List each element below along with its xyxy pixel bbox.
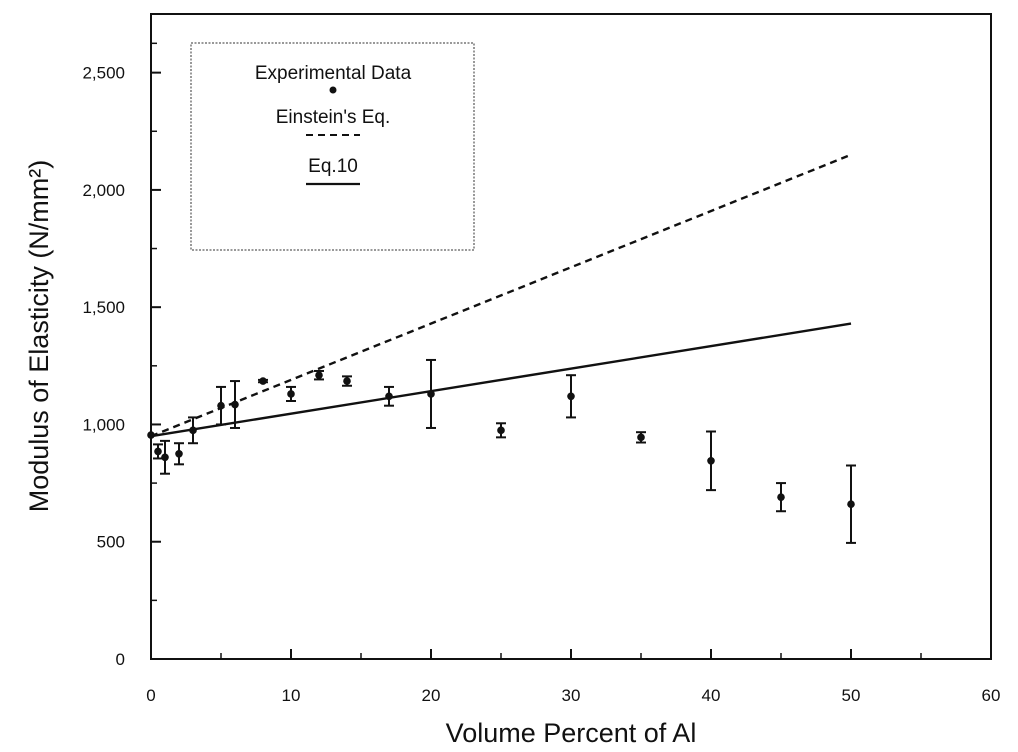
data-point bbox=[147, 431, 155, 439]
data-point bbox=[188, 416, 198, 445]
data-point bbox=[314, 369, 324, 381]
data-point bbox=[636, 431, 646, 444]
data-point bbox=[776, 482, 786, 513]
x-tick-label: 60 bbox=[982, 686, 1001, 705]
x-tick-label: 0 bbox=[146, 686, 155, 705]
point-marker bbox=[385, 392, 393, 401]
y-tick-label: 1,000 bbox=[82, 415, 125, 434]
y-axis-title: Modulus of Elasticity (N/mm²) bbox=[24, 160, 54, 513]
x-tick-label: 50 bbox=[842, 686, 861, 705]
eq10-line bbox=[150, 322, 852, 438]
data-point bbox=[384, 385, 394, 407]
data-point bbox=[230, 380, 240, 429]
point-marker bbox=[231, 400, 239, 409]
legend-label-eq10: Eq.10 bbox=[308, 156, 358, 177]
point-marker bbox=[707, 457, 715, 465]
point-marker bbox=[637, 433, 645, 442]
data-point bbox=[706, 430, 716, 492]
y-tick-label: 2,000 bbox=[82, 181, 125, 200]
data-point bbox=[566, 374, 576, 419]
point-marker bbox=[427, 390, 435, 398]
y-tick-label: 2,500 bbox=[82, 64, 125, 83]
einstein-eq-line bbox=[150, 153, 852, 438]
data-point bbox=[426, 358, 436, 429]
data-point bbox=[174, 442, 184, 466]
data-point bbox=[216, 385, 226, 426]
y-tick-label: 0 bbox=[116, 650, 125, 669]
data-point bbox=[153, 443, 163, 460]
x-tick-label: 30 bbox=[562, 686, 581, 705]
y-axis-ticks: 0 500 1,000 1,500 2,000 2,500 bbox=[82, 42, 161, 669]
data-points bbox=[147, 358, 856, 544]
point-marker bbox=[161, 453, 169, 462]
x-tick-label: 10 bbox=[282, 686, 301, 705]
y-tick-label: 500 bbox=[97, 533, 125, 552]
point-marker bbox=[847, 500, 855, 509]
point-marker bbox=[217, 401, 225, 410]
legend: Experimental Data Einstein's Eq. Eq.10 bbox=[190, 42, 475, 251]
x-tick-label: 20 bbox=[422, 686, 441, 705]
legend-box bbox=[190, 42, 475, 251]
point-marker bbox=[259, 377, 267, 385]
x-axis-title: Volume Percent of Al bbox=[446, 718, 697, 748]
point-marker bbox=[315, 371, 323, 380]
legend-label-experimental: Experimental Data bbox=[255, 63, 412, 84]
legend-marker-dot bbox=[329, 86, 337, 94]
point-marker bbox=[567, 392, 575, 401]
data-point bbox=[846, 464, 856, 544]
data-point bbox=[342, 375, 352, 387]
data-point bbox=[258, 377, 268, 385]
x-tick-label: 40 bbox=[702, 686, 721, 705]
point-marker bbox=[175, 449, 183, 458]
model-lines bbox=[150, 153, 852, 438]
point-marker bbox=[189, 426, 197, 435]
legend-label-einstein: Einstein's Eq. bbox=[276, 107, 391, 128]
y-tick-label: 1,500 bbox=[82, 298, 125, 317]
data-point bbox=[160, 439, 170, 475]
point-marker bbox=[777, 493, 785, 501]
point-marker bbox=[287, 390, 295, 398]
point-marker bbox=[154, 447, 162, 456]
point-marker bbox=[343, 377, 351, 385]
point-marker bbox=[497, 426, 505, 435]
data-point bbox=[286, 385, 296, 402]
data-point bbox=[496, 422, 506, 439]
point-marker bbox=[147, 431, 155, 439]
x-axis-ticks: 0 10 20 30 40 50 60 bbox=[146, 649, 1000, 705]
